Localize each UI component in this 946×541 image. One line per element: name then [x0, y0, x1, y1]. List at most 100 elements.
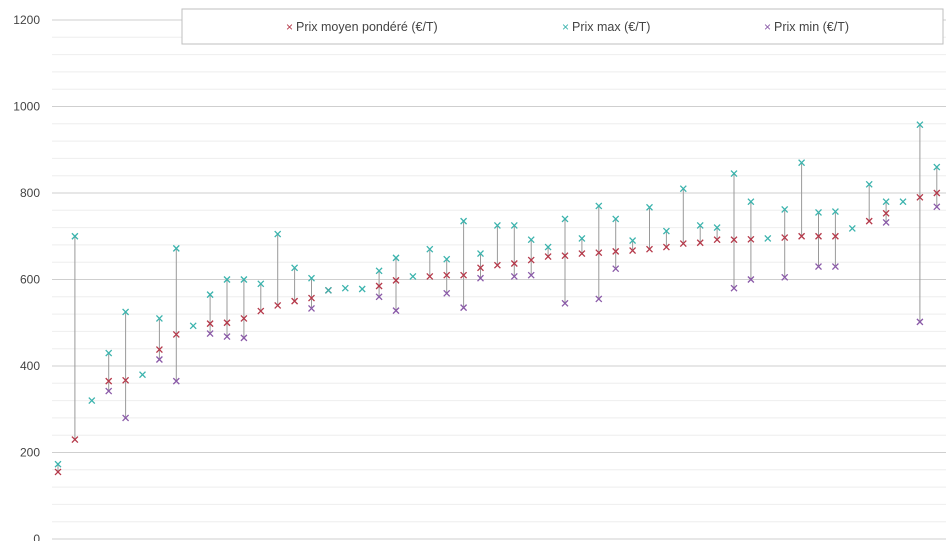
point-prix-max	[815, 209, 822, 216]
point-prix-max	[831, 208, 839, 216]
point-prix-max	[493, 221, 501, 229]
legend-entry-prix-min: × Prix min (€/T)	[764, 20, 849, 34]
point-prix-max	[71, 232, 79, 240]
point-prix-max	[713, 224, 721, 232]
point-prix-moyen	[730, 236, 738, 244]
point-prix-min	[510, 273, 518, 280]
point-prix-moyen	[71, 436, 79, 443]
point-prix-moyen	[477, 264, 484, 272]
legend-label-prix-min: Prix min (€/T)	[774, 20, 849, 34]
point-prix-moyen	[155, 346, 163, 354]
point-prix-moyen	[578, 250, 586, 258]
point-prix-max	[477, 250, 484, 258]
point-prix-moyen	[527, 256, 535, 264]
point-prix-moyen	[595, 249, 603, 257]
point-prix-min	[933, 203, 941, 211]
y-tick-label: 200	[20, 446, 40, 460]
point-prix-moyen	[308, 294, 315, 302]
range-lines	[57, 124, 938, 472]
point-prix-min	[206, 330, 214, 338]
legend-marker-prix-max: ×	[562, 20, 569, 34]
point-prix-max	[781, 205, 789, 213]
point-prix-max	[798, 159, 806, 167]
point-prix-max	[933, 163, 941, 171]
point-prix-max	[122, 308, 130, 316]
y-tick-label: 600	[20, 273, 40, 287]
legend-box	[181, 8, 944, 45]
point-prix-moyen	[679, 240, 687, 248]
point-prix-min	[443, 289, 451, 297]
point-prix-max	[54, 460, 62, 468]
point-prix-moyen	[815, 232, 822, 240]
point-prix-moyen	[291, 297, 299, 305]
point-prix-min	[781, 273, 789, 281]
point-prix-moyen	[781, 234, 789, 242]
point-prix-max	[409, 273, 417, 280]
legend-marker-prix-moyen: ×	[286, 20, 293, 34]
point-prix-moyen	[612, 247, 620, 255]
point-prix-max	[578, 234, 586, 242]
point-prix-moyen	[392, 276, 400, 284]
point-prix-max	[747, 198, 755, 206]
point-prix-max	[460, 217, 468, 225]
point-prix-moyen	[426, 273, 434, 280]
point-prix-max	[679, 185, 687, 193]
point-prix-max	[240, 276, 248, 283]
point-prix-moyen	[865, 217, 873, 225]
point-prix-min	[122, 414, 130, 422]
point-prix-max	[612, 215, 620, 223]
point-prix-max	[105, 349, 113, 357]
point-prix-moyen	[629, 247, 637, 254]
point-prix-moyen	[510, 260, 518, 267]
point-prix-moyen	[223, 319, 231, 327]
point-prix-min	[172, 377, 180, 385]
point-prix-max	[274, 230, 282, 238]
point-prix-min	[595, 295, 603, 303]
legend-marker-prix-min: ×	[764, 20, 771, 34]
point-prix-max	[916, 121, 924, 129]
point-prix-moyen	[105, 377, 113, 385]
point-prix-max	[324, 286, 332, 294]
point-prix-max	[662, 227, 670, 235]
point-prix-moyen	[544, 253, 552, 261]
point-prix-min	[477, 274, 484, 282]
point-prix-min	[392, 307, 400, 315]
legend-entry-prix-moyen: × Prix moyen pondéré (€/T)	[286, 20, 438, 34]
legend-label-prix-moyen: Prix moyen pondéré (€/T)	[296, 20, 438, 34]
point-prix-max	[308, 274, 315, 282]
minor-gridlines	[52, 36, 946, 523]
point-prix-moyen	[172, 330, 180, 338]
point-prix-moyen	[646, 245, 653, 253]
point-prix-moyen	[274, 301, 282, 309]
point-prix-max	[899, 198, 907, 206]
point-prix-min	[747, 276, 755, 283]
point-prix-min	[375, 293, 383, 301]
point-prix-max	[426, 245, 434, 253]
point-prix-max	[848, 225, 856, 232]
point-prix-max	[291, 264, 299, 272]
point-prix-max	[443, 255, 451, 263]
point-prix-min	[460, 304, 468, 312]
legend-label-prix-max: Prix max (€/T)	[572, 20, 650, 34]
point-prix-moyen	[240, 314, 248, 322]
point-prix-max	[764, 234, 772, 242]
point-prix-max	[392, 254, 400, 262]
point-prix-max	[155, 314, 163, 322]
point-prix-max	[510, 221, 518, 229]
point-prix-max	[139, 371, 146, 379]
point-prix-moyen	[933, 189, 941, 197]
point-prix-max	[206, 291, 214, 299]
point-prix-min	[831, 263, 839, 270]
point-prix-max	[646, 203, 653, 211]
point-prix-max	[341, 284, 349, 292]
point-prix-moyen	[443, 271, 451, 279]
point-prix-moyen	[882, 209, 890, 217]
point-prix-moyen	[206, 320, 214, 328]
point-prix-max	[172, 244, 180, 252]
point-prix-max	[696, 221, 704, 229]
point-prix-moyen	[747, 235, 755, 243]
point-prix-min	[308, 305, 315, 312]
point-prix-moyen	[54, 468, 62, 476]
point-prix-moyen	[460, 271, 468, 279]
point-prix-moyen	[257, 307, 265, 315]
